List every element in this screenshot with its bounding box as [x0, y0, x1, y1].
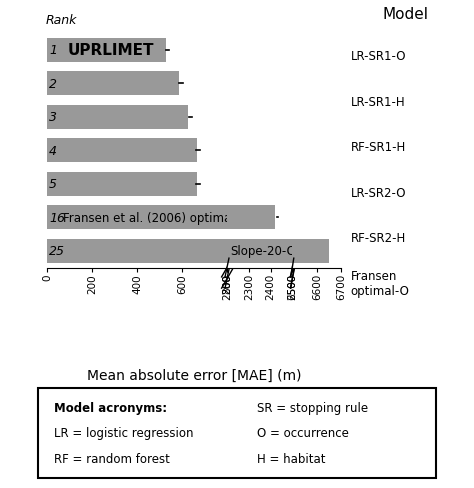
Text: H = habitat: H = habitat [257, 452, 326, 465]
Bar [47, 105, 188, 130]
Bar [47, 239, 227, 264]
Bar [47, 172, 197, 197]
Text: SR = stopping rule: SR = stopping rule [257, 401, 368, 414]
Text: 5: 5 [49, 178, 57, 191]
Text: O = occurrence: O = occurrence [257, 427, 349, 440]
Text: 4: 4 [49, 144, 57, 158]
Text: 1: 1 [49, 44, 57, 58]
Bar [292, 239, 329, 264]
Text: Fransen et al. (2006) optimal: Fransen et al. (2006) optimal [63, 211, 235, 224]
Text: Mean absolute error [MAE] (m): Mean absolute error [MAE] (m) [87, 368, 301, 383]
Text: UPRLIMET: UPRLIMET [68, 43, 154, 59]
Text: LR-SR1-H: LR-SR1-H [351, 96, 405, 109]
Text: 3: 3 [49, 111, 57, 124]
Text: RF-SR2-H: RF-SR2-H [351, 232, 406, 244]
Bar [47, 39, 166, 63]
Text: LR-SR1-O: LR-SR1-O [351, 50, 406, 63]
Text: Model acronyms:: Model acronyms: [54, 401, 167, 414]
Text: RF-SR1-H: RF-SR1-H [351, 141, 406, 154]
Text: Slope-20-O: Slope-20-O [230, 245, 296, 258]
Bar [47, 206, 227, 230]
Text: LR = logistic regression: LR = logistic regression [54, 427, 193, 440]
Text: Model: Model [382, 7, 428, 22]
Text: LR-SR2-O: LR-SR2-O [351, 186, 406, 199]
Text: Rank: Rank [46, 14, 77, 27]
FancyBboxPatch shape [38, 388, 436, 478]
Text: 25: 25 [49, 245, 65, 258]
Text: 2: 2 [49, 78, 57, 91]
Text: RF = random forest: RF = random forest [54, 452, 170, 465]
Text: Fransen
optimal-O: Fransen optimal-O [351, 269, 410, 297]
Bar [47, 72, 179, 96]
Text: 16: 16 [49, 211, 65, 224]
Bar [47, 139, 197, 163]
Bar [227, 206, 275, 230]
Bar [227, 239, 292, 264]
